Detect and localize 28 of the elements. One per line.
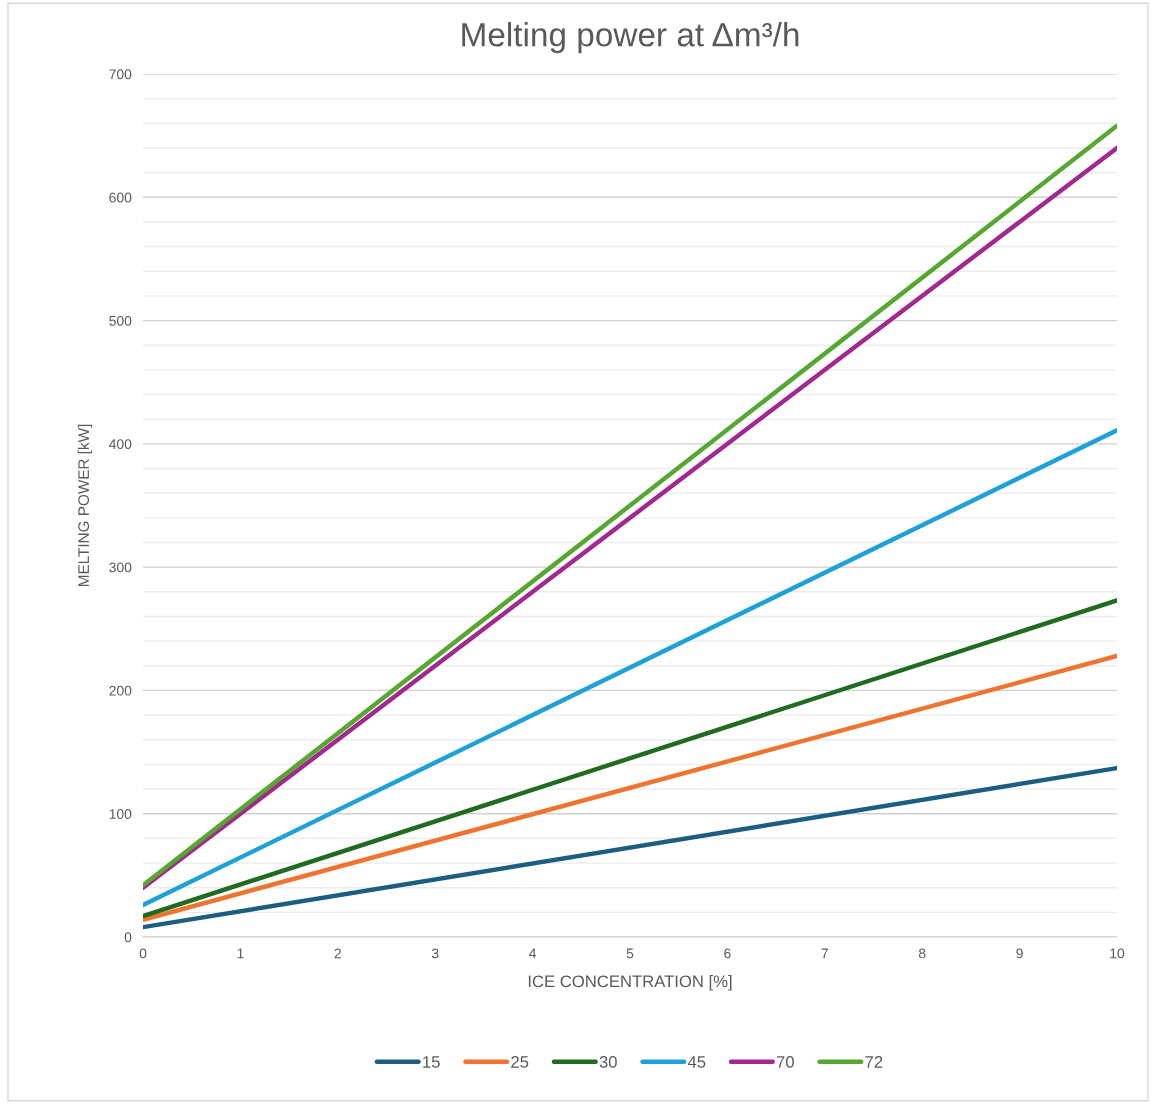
- x-tick-label: 6: [724, 948, 731, 959]
- y-axis-title: MELTING POWER [kW]: [77, 424, 93, 587]
- y-tick-label: 400: [109, 439, 132, 450]
- x-tick-label: 5: [626, 948, 634, 959]
- legend-label: 45: [687, 1056, 706, 1068]
- x-axis-title: ICE CONCENTRATION [%]: [528, 974, 732, 991]
- x-tick-label: 1: [237, 948, 244, 959]
- y-tick-label: 600: [109, 192, 132, 203]
- legend-label: 70: [776, 1056, 794, 1068]
- x-tick-label: 0: [139, 948, 147, 959]
- x-tick-label: 7: [821, 948, 828, 959]
- legend-label: 25: [511, 1056, 529, 1068]
- legend-label: 15: [423, 1056, 440, 1068]
- y-tick-label: 500: [109, 315, 132, 326]
- x-tick-label: 8: [918, 948, 926, 959]
- x-tick-label: 3: [431, 948, 439, 959]
- y-tick-label: 700: [109, 69, 132, 80]
- x-tick-label: 10: [1110, 948, 1125, 959]
- y-tick-label: 200: [109, 685, 132, 696]
- legend-label: 30: [599, 1056, 617, 1068]
- y-tick-label: 100: [109, 809, 132, 819]
- legend-label: 72: [865, 1056, 883, 1068]
- y-tick-label: 0: [124, 932, 132, 943]
- x-tick-label: 4: [529, 948, 537, 959]
- x-tick-label: 9: [1016, 948, 1023, 959]
- chart-title: Melting power at Δm³/h: [462, 22, 799, 54]
- y-tick-label: 300: [109, 562, 132, 573]
- x-tick-label: 2: [334, 948, 341, 959]
